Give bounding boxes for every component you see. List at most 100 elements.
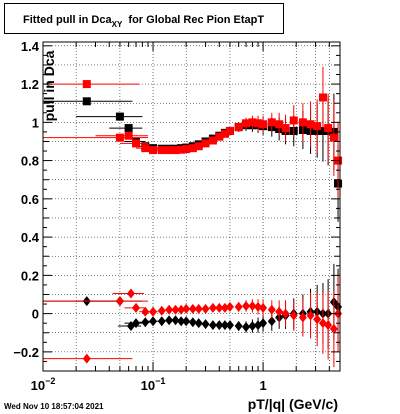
- data-point: [220, 302, 229, 313]
- data-point: [267, 112, 276, 132]
- data-point: [215, 302, 224, 313]
- data-point: [194, 318, 203, 329]
- diamond-marker: [188, 317, 197, 328]
- square-marker: [259, 120, 268, 129]
- square-marker: [289, 116, 298, 125]
- data-point: [188, 303, 197, 314]
- data-point: [267, 300, 276, 320]
- diamond-marker: [225, 320, 234, 331]
- square-marker: [208, 136, 217, 145]
- y-tick-label: 0.2: [21, 268, 39, 283]
- square-marker: [281, 124, 290, 133]
- data-point: [109, 124, 143, 133]
- square-marker: [182, 145, 191, 154]
- data-point: [124, 302, 146, 313]
- y-tick-label: 0.4: [21, 230, 40, 245]
- square-marker: [318, 126, 327, 135]
- diamond-marker: [242, 300, 251, 311]
- data-point: [124, 318, 146, 329]
- x-axis-title: pT/|q| (GeV/c): [248, 396, 338, 412]
- square-marker: [141, 144, 150, 153]
- diamond-marker: [234, 301, 243, 312]
- data-point: [275, 112, 284, 136]
- square-marker: [115, 133, 124, 142]
- square-marker: [234, 123, 243, 132]
- data-point: [281, 114, 290, 142]
- plot-frame: [42, 41, 341, 372]
- diamond-marker: [267, 316, 276, 327]
- data-point: [157, 146, 166, 155]
- diamond-marker: [234, 321, 243, 332]
- diamond-marker: [324, 320, 333, 331]
- data-point: [298, 298, 307, 337]
- square-marker: [329, 133, 338, 142]
- diamond-marker: [165, 315, 174, 326]
- square-marker: [318, 93, 327, 102]
- data-point: [248, 115, 257, 130]
- square-marker: [306, 120, 315, 129]
- square-marker: [220, 129, 229, 138]
- data-point: [248, 299, 257, 313]
- data-point: [306, 101, 315, 148]
- diamond-marker: [182, 303, 191, 314]
- square-marker: [131, 139, 140, 148]
- chart-title-suffix: for Global Rec Pion EtapT: [128, 14, 265, 26]
- diamond-marker: [289, 310, 298, 321]
- diamond-marker: [201, 303, 210, 314]
- diamond-marker: [171, 304, 180, 315]
- data-point: [188, 144, 197, 153]
- data-point: [242, 321, 251, 333]
- data-point: [119, 139, 149, 148]
- square-marker: [171, 146, 180, 155]
- diamond-marker: [242, 322, 251, 333]
- square-marker: [275, 120, 284, 129]
- square-marker: [298, 118, 307, 127]
- square-marker: [149, 146, 158, 155]
- diamond-marker: [275, 306, 284, 317]
- data-point: [254, 299, 263, 315]
- diamond-marker: [171, 315, 180, 326]
- data-point: [242, 300, 251, 312]
- diamond-marker: [267, 304, 276, 315]
- diamond-marker: [194, 303, 203, 314]
- square-marker: [324, 124, 333, 133]
- data-point: [157, 316, 166, 327]
- data-point: [289, 105, 298, 136]
- data-point: [194, 303, 203, 314]
- data-point: [234, 301, 243, 312]
- y-tick-label: 0.8: [21, 154, 39, 169]
- square-marker: [201, 139, 210, 148]
- data-point: [329, 99, 338, 176]
- data-point: [139, 317, 151, 328]
- data-point: [112, 288, 145, 299]
- diamond-marker: [157, 316, 166, 327]
- diamond-marker: [220, 302, 229, 313]
- y-tick-label: 1: [32, 115, 39, 130]
- data-point: [182, 303, 191, 314]
- diamond-marker: [165, 304, 174, 315]
- diamond-marker: [306, 310, 315, 321]
- square-marker: [124, 131, 133, 140]
- diamond-marker: [131, 318, 140, 329]
- square-marker: [225, 126, 234, 135]
- square-marker: [254, 119, 263, 128]
- chart-title-subscript: XY: [111, 20, 123, 29]
- x-tick-label: 1: [259, 378, 266, 393]
- diamond-marker: [225, 301, 234, 312]
- data-point: [194, 142, 203, 151]
- data-point: [148, 306, 158, 317]
- data-point: [165, 146, 174, 155]
- diamond-marker: [201, 319, 210, 330]
- data-point: [76, 112, 143, 121]
- data-point: [182, 145, 191, 154]
- data-point: [318, 66, 327, 129]
- data-point: [43, 353, 133, 364]
- data-point: [208, 302, 217, 313]
- data-point: [281, 300, 290, 328]
- square-marker: [215, 132, 224, 141]
- diamond-marker: [248, 300, 257, 311]
- data-point: [259, 299, 268, 317]
- diamond-marker: [298, 312, 307, 323]
- diamond-marker: [188, 303, 197, 314]
- diamond-marker: [248, 321, 257, 332]
